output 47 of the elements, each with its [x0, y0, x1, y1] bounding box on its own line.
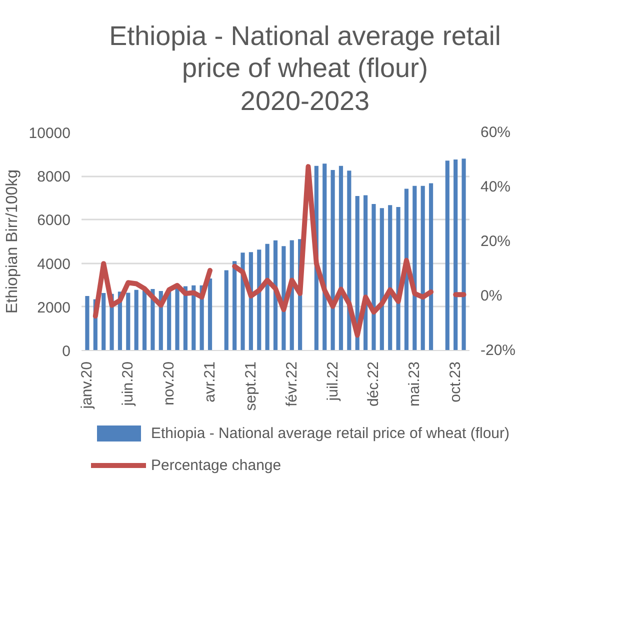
x-tick-label: sept.21 [242, 362, 260, 411]
x-tick-label: mai.23 [406, 362, 424, 407]
bar [322, 164, 327, 351]
bar [428, 183, 434, 351]
x-tick-label: oct.23 [447, 362, 464, 403]
x-tick-label: juin.20 [120, 362, 137, 407]
bar [102, 293, 106, 351]
x-tick-label: févr.22 [283, 362, 300, 407]
legend-label: Ethiopia - National average retail price of wheat (flour) [151, 424, 510, 442]
y-tick-label: 2000 [37, 300, 71, 317]
y-tick-label: 10000 [28, 125, 71, 142]
bar [338, 166, 344, 351]
x-tick-label: déc.22 [365, 362, 382, 407]
x-tick-label: juil.22 [324, 362, 342, 402]
bar [420, 186, 425, 351]
y-tick-label: 8000 [37, 168, 71, 186]
bar [224, 270, 228, 351]
bar [208, 278, 212, 351]
y-tick-label: 4000 [37, 256, 71, 273]
bar [265, 244, 270, 351]
y2-tick-label: 0% [480, 288, 502, 305]
bar [134, 290, 138, 351]
y2-tick-label: 40% [480, 178, 511, 196]
bar [330, 170, 335, 351]
legend-label: Percentage change [151, 456, 282, 474]
bar [380, 208, 384, 351]
bar [347, 170, 352, 351]
bar [142, 290, 147, 351]
x-tick-label: janv.20 [78, 362, 96, 410]
y-tick-label: 6000 [37, 212, 71, 230]
bar [445, 160, 450, 351]
y2-tick-label: 20% [480, 233, 511, 250]
y2-tick-label: 60% [480, 124, 511, 142]
bar [232, 261, 237, 351]
bar [462, 158, 466, 351]
bar [126, 292, 130, 351]
x-tick-label: nov.20 [160, 362, 178, 406]
chart-title: Ethiopia - National average retail price of wheat (flour) 2020-2023 [109, 20, 501, 118]
y-tick-label: 0 [62, 343, 70, 360]
y2-tick-label: -20% [480, 342, 516, 360]
y-axis-title: Ethiopian Birr/100kg [4, 170, 21, 314]
bar [388, 205, 392, 351]
bar [454, 160, 458, 351]
bar [85, 296, 90, 351]
bar [257, 250, 262, 351]
x-tick-label: avr.21 [202, 362, 219, 403]
bar [372, 204, 376, 351]
